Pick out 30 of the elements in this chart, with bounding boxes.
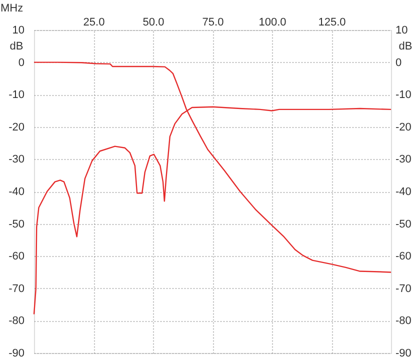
y2-tick-label: -10: [396, 89, 412, 102]
y2-tick-label: 10: [396, 24, 408, 36]
y2-tick-label: -90: [396, 348, 412, 360]
y-axis-title: dB: [10, 40, 24, 53]
y-tick-label: -30: [8, 154, 24, 166]
x-tick-label: 75.0: [202, 16, 224, 28]
y-tick-label: -10: [8, 89, 24, 102]
y-tick-label: 10: [12, 24, 24, 36]
y2-tick-label: -30: [396, 154, 412, 166]
y-tick-label: 0: [18, 56, 24, 69]
y2-tick-label: -20: [396, 121, 412, 134]
y2-axis-title: dB: [398, 40, 412, 53]
y2-tick-label: -80: [396, 315, 412, 328]
y2-tick-label: -50: [396, 218, 412, 230]
x-tick-label: 100.0: [258, 16, 286, 28]
y2-tick-label: -70: [396, 282, 412, 295]
y2-tick-label: -40: [396, 186, 412, 198]
y-tick-label: -70: [8, 282, 24, 295]
x-tick-label: 50.0: [142, 16, 164, 28]
x-axis-title: MHz: [0, 2, 24, 14]
y-tick-label: -20: [8, 121, 24, 134]
y2-tick-label: 0: [396, 56, 402, 69]
y-tick-label: -40: [8, 186, 24, 198]
y-tick-label: -80: [8, 315, 24, 328]
y2-tick-label: -60: [396, 250, 412, 263]
x-tick-label: 125.0: [318, 16, 346, 28]
y-tick-label: -60: [8, 250, 24, 263]
x-tick-label: 25.0: [83, 16, 105, 28]
y-tick-label: -50: [8, 218, 24, 230]
y-tick-label: -90: [8, 348, 24, 360]
